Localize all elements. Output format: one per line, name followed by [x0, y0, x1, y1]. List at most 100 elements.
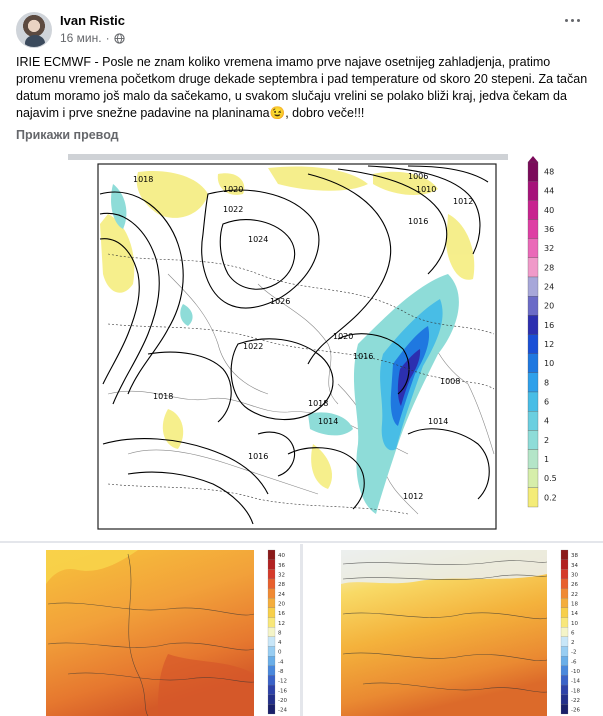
scale-label: 38	[571, 553, 578, 559]
scale-label: 16	[544, 321, 554, 330]
svg-text:1016: 1016	[408, 217, 428, 226]
scale-label: -4	[278, 659, 284, 665]
scale-label: 22	[571, 592, 578, 598]
scale-label: 32	[278, 573, 285, 579]
scale-label: -16	[278, 688, 287, 694]
temperature-map-right[interactable]: 38 34 30 26 22 18 14 10 6 2 -2 -6 -10 -14 -18 -22 -26	[303, 544, 598, 716]
scale-label: 40	[278, 553, 285, 559]
scale-label: -6	[571, 659, 577, 665]
scale-swatch	[527, 430, 539, 450]
scale-swatch	[267, 607, 276, 618]
temp-map-right-graphic: 38 34 30 26 22 18 14 10 6 2 -2 -6 -10 -14 -18 -22 -26	[303, 544, 598, 716]
scale-label: 1	[544, 455, 549, 464]
scale-label: 2	[571, 640, 575, 646]
scale-swatch	[527, 391, 539, 412]
scale-label: -14	[571, 679, 580, 685]
scale-label: 0.5	[544, 474, 557, 483]
scale-label: 4	[544, 417, 549, 426]
scale-label: 36	[544, 225, 554, 234]
scale-swatch	[267, 646, 276, 657]
scale-swatch	[560, 627, 569, 637]
svg-text:1020: 1020	[333, 332, 353, 341]
precipitation-pressure-map[interactable]: 1018 1020 1022 1024 1026 1012 1016 1014 …	[8, 154, 598, 539]
image-divider-vertical	[300, 544, 303, 716]
scale-swatch	[560, 704, 569, 715]
scale-label: -2	[571, 650, 576, 656]
scale-label: 12	[278, 621, 285, 627]
scale-label: 18	[571, 601, 578, 607]
scale-label: 8	[278, 630, 282, 636]
scale-label: 20	[278, 601, 285, 607]
author-name[interactable]: Ivan Ristic	[60, 13, 126, 28]
scale-label: 36	[278, 563, 285, 569]
scale-swatch	[560, 549, 569, 560]
scale-swatch	[560, 559, 569, 570]
scale-swatch	[267, 656, 276, 666]
svg-text:1016: 1016	[353, 352, 373, 361]
scale-arrow	[528, 156, 538, 162]
scale-swatch	[267, 684, 276, 695]
scale-swatch	[560, 617, 569, 628]
more-options-icon[interactable]	[558, 10, 586, 30]
post-images: 1018 1020 1022 1024 1026 1012 1016 1014 …	[0, 152, 603, 716]
scale-swatch	[267, 549, 276, 560]
scale-swatch	[527, 411, 539, 431]
svg-text:1020: 1020	[223, 185, 243, 194]
scale-label: 28	[278, 582, 285, 588]
scale-label: 6	[571, 630, 575, 636]
scale-label: 12	[544, 340, 554, 349]
temperature-scale-right: 38 34 30 26 22 18 14 10 6 2 -2 -6 -10 -14 -18 -22 -26	[560, 549, 580, 715]
scale-label: 32	[544, 244, 554, 253]
scale-swatch	[560, 646, 569, 657]
scale-label: 34	[571, 563, 578, 569]
scale-label: 24	[544, 282, 554, 291]
svg-text:1014: 1014	[318, 417, 338, 426]
scale-swatch	[267, 694, 276, 705]
scale-label: 0	[278, 650, 282, 656]
scale-swatch	[527, 276, 539, 297]
scale-label: 14	[571, 611, 578, 617]
scale-label: 10	[544, 359, 554, 368]
scale-swatch	[267, 569, 276, 580]
scale-swatch	[527, 315, 539, 335]
precipitation-color-scale: 48 44 40 36 32 28 24 20 16 12 10 8 6 4 2 1 0.5 0.2	[527, 156, 557, 508]
scale-swatch	[560, 636, 569, 647]
svg-text:1006: 1006	[408, 172, 428, 181]
scale-label: 6	[544, 397, 549, 406]
svg-text:1022: 1022	[223, 205, 243, 214]
scale-label: -22	[571, 698, 580, 704]
scale-label: -8	[278, 669, 284, 675]
see-translation-link[interactable]: Прикажи превод	[16, 128, 119, 142]
scale-swatch	[267, 675, 276, 686]
scale-swatch	[560, 598, 569, 608]
scale-label: -24	[278, 708, 287, 714]
svg-text:1008: 1008	[440, 377, 460, 386]
post-meta: 16 мин. ·	[60, 31, 125, 45]
image-divider	[0, 541, 603, 543]
temperature-map-left[interactable]: 40 36 32 28 24 20 16 12 8 4 0 -4 -8 -12 -16 -20 -24	[8, 544, 300, 716]
scale-swatch	[560, 588, 569, 599]
scale-label: 40	[544, 206, 554, 215]
scale-swatch	[560, 675, 569, 686]
scale-swatch	[527, 257, 539, 278]
scale-label: 16	[278, 611, 285, 617]
post-text: IRIE ECMWF - Posle ne znam koliko vremen…	[16, 55, 588, 120]
svg-text:1018: 1018	[153, 392, 173, 401]
scale-swatch	[560, 607, 569, 618]
scale-swatch	[267, 636, 276, 647]
scale-label: 30	[571, 573, 578, 579]
scale-swatch	[527, 181, 539, 201]
scale-swatch	[267, 665, 276, 676]
scale-label: -10	[571, 669, 580, 675]
scale-label: 28	[544, 263, 554, 272]
svg-text:1010: 1010	[416, 185, 436, 194]
scale-swatch	[527, 161, 539, 182]
scale-swatch	[527, 200, 539, 220]
svg-text:1012: 1012	[453, 197, 473, 206]
author-avatar[interactable]	[16, 12, 52, 48]
scale-swatch	[527, 296, 539, 316]
scale-label: -12	[278, 679, 287, 685]
post-timestamp[interactable]: 16 мин.	[60, 31, 102, 45]
